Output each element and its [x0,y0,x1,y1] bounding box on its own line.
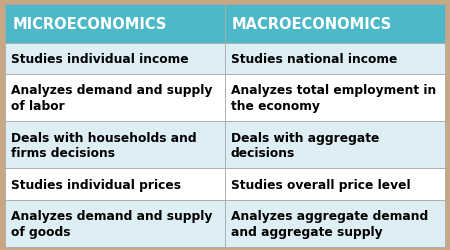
Bar [225,200,445,247]
Bar [5,122,225,169]
Text: Studies national income: Studies national income [231,53,397,66]
Bar [5,44,225,75]
Text: Analyzes total employment in
the economy: Analyzes total employment in the economy [231,84,436,112]
Bar [5,75,225,122]
Bar [5,169,225,200]
Bar [225,122,445,169]
Bar [225,169,445,200]
Text: Studies individual income: Studies individual income [11,53,189,66]
Text: Analyzes demand and supply
of goods: Analyzes demand and supply of goods [11,209,212,238]
Text: MACROECONOMICS: MACROECONOMICS [232,16,392,32]
Bar [5,4,225,44]
Text: Studies overall price level: Studies overall price level [231,178,410,191]
Bar [225,44,445,75]
Text: Analyzes demand and supply
of labor: Analyzes demand and supply of labor [11,84,212,112]
Text: Studies individual prices: Studies individual prices [11,178,181,191]
Bar [225,75,445,122]
Text: Analyzes aggregate demand
and aggregate supply: Analyzes aggregate demand and aggregate … [231,209,428,238]
Text: Deals with aggregate
decisions: Deals with aggregate decisions [231,131,379,160]
Bar [5,200,225,247]
Bar [225,4,445,44]
Text: Deals with households and
firms decisions: Deals with households and firms decision… [11,131,197,160]
Text: MICROECONOMICS: MICROECONOMICS [12,16,166,32]
